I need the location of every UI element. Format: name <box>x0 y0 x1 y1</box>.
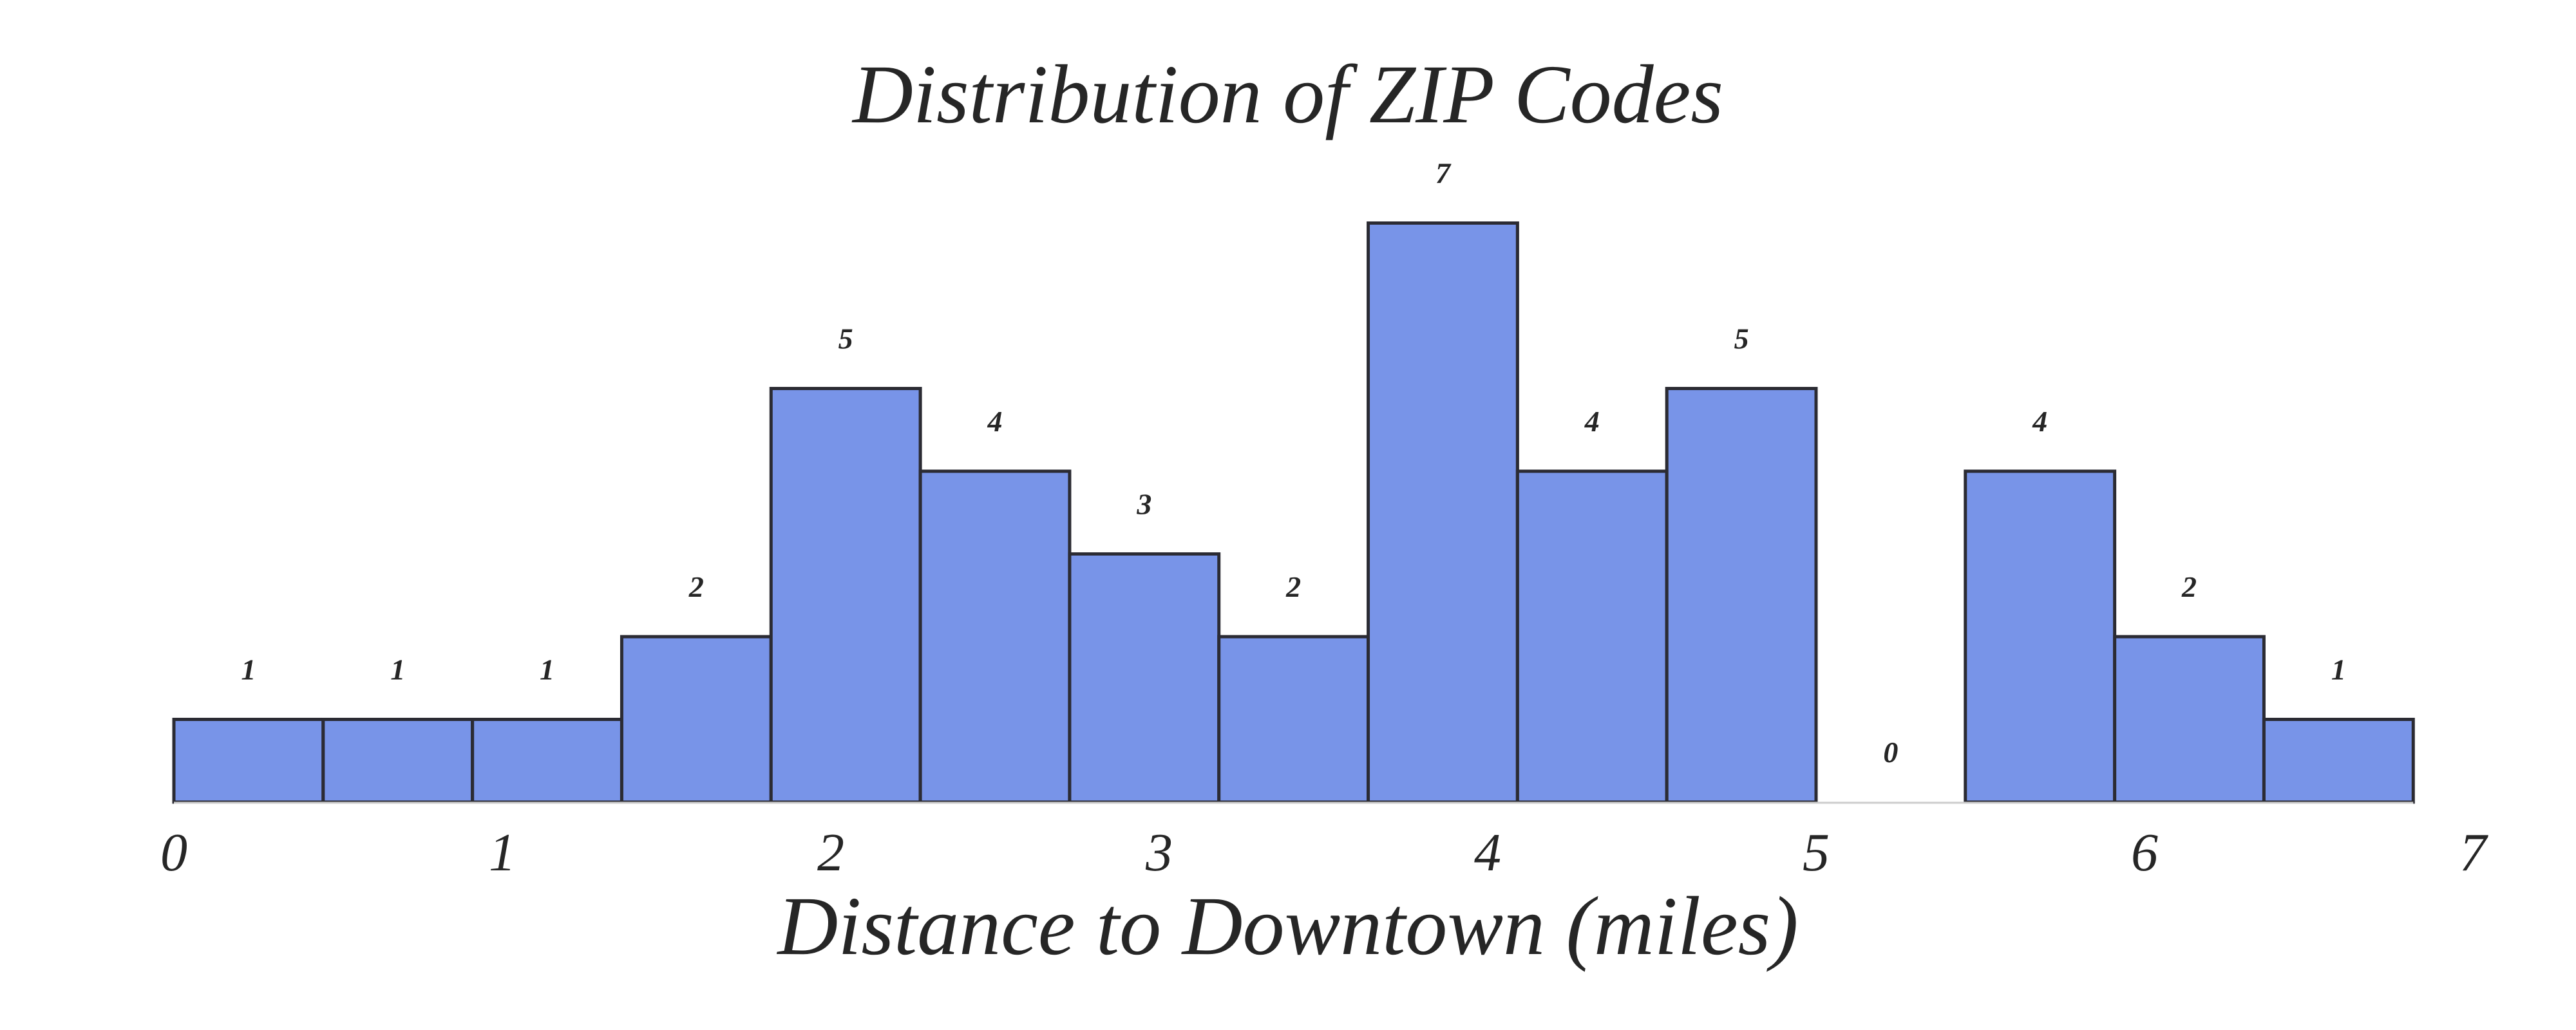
bar-count-label: 4 <box>987 405 1003 438</box>
bar-count-label: 1 <box>540 653 554 686</box>
bar-count-label: 5 <box>1734 323 1749 355</box>
bar-count-label: 1 <box>2331 653 2346 686</box>
histogram-bar <box>1217 635 1370 804</box>
bar-count-label: 3 <box>1136 488 1151 521</box>
chart-title: Distribution of ZIP Codes <box>851 48 1723 141</box>
histogram-bar <box>2113 635 2266 804</box>
histogram-bar <box>2262 718 2415 804</box>
bar-count-label: 1 <box>241 653 256 686</box>
histogram-bar <box>1515 469 1669 804</box>
x-axis-label: Distance to Downtown (miles) <box>776 880 1798 973</box>
histogram-bar <box>471 718 623 804</box>
data-labels-layer: 1 1 1 2 5 4 3 2 7 4 5 0 4 2 1 <box>241 157 2345 769</box>
bar-count-label: 5 <box>838 323 853 355</box>
bar-count-label: 7 <box>1435 157 1452 190</box>
x-tick-label: 4 <box>1474 823 1501 883</box>
x-tick-labels: 0 1 2 3 4 5 6 7 <box>160 823 2488 883</box>
histogram-bar <box>1665 387 1818 804</box>
histogram-bar <box>769 387 922 804</box>
bar-count-label: 2 <box>688 570 704 603</box>
bar-count-label: 4 <box>2032 405 2047 438</box>
histogram-bar <box>1367 221 1519 804</box>
bar-count-label: 1 <box>390 653 405 686</box>
bar-count-label: 4 <box>1584 405 1600 438</box>
histogram-bar <box>1964 469 2117 804</box>
x-tick-label: 5 <box>1803 823 1830 883</box>
bar-count-label: 0 <box>1883 736 1898 769</box>
bars-layer <box>172 221 2415 804</box>
x-tick-label: 7 <box>2459 823 2488 883</box>
histogram-bar <box>1068 552 1221 804</box>
histogram-bar <box>172 718 325 804</box>
histogram-bar <box>918 469 1072 804</box>
histogram-bar <box>620 635 773 804</box>
histogram-bar <box>321 718 475 804</box>
x-tick-label: 2 <box>817 823 844 883</box>
x-tick-label: 3 <box>1145 823 1173 883</box>
bar-count-label: 2 <box>2181 570 2197 603</box>
x-tick-label: 0 <box>160 823 187 883</box>
x-tick-label: 1 <box>489 823 516 883</box>
bar-count-label: 2 <box>1285 570 1301 603</box>
x-tick-label: 6 <box>2131 823 2158 883</box>
